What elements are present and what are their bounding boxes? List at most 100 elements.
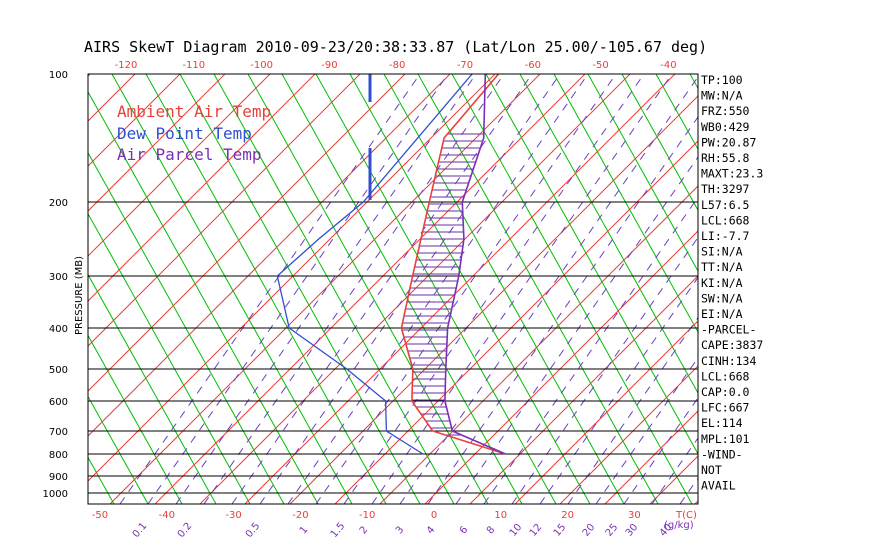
bottom-temp-tick-label: 0 bbox=[431, 510, 437, 521]
mixing-ratio-tick-label: 3 bbox=[394, 524, 407, 536]
mixing-ratio-tick-label: 6 bbox=[458, 524, 471, 536]
moist-adiabat-line bbox=[0, 74, 80, 504]
dry-adiabat-line bbox=[154, 74, 586, 504]
dry-adiabat-line bbox=[88, 74, 406, 392]
legend-ambient-air-temp: Ambient Air Temp bbox=[117, 102, 271, 121]
mixing-ratio-tick-label: 12 bbox=[528, 522, 545, 539]
stat-item: TT:N/A bbox=[701, 260, 743, 274]
moist-adiabat-line bbox=[655, 74, 698, 151]
legend-air-parcel-temp: Air Parcel Temp bbox=[117, 145, 262, 164]
pressure-tick-label: 800 bbox=[49, 450, 68, 461]
top-temp-tick-label: -110 bbox=[182, 60, 205, 71]
mixing-ratio-tick-label: 8 bbox=[485, 524, 498, 536]
stat-item: EI:N/A bbox=[701, 307, 743, 321]
dry-adiabat-line bbox=[514, 320, 698, 504]
bottom-temp-tick-label: 20 bbox=[561, 510, 574, 521]
dry-adiabat-line bbox=[109, 74, 541, 504]
pressure-tick-label: 400 bbox=[49, 324, 68, 335]
temp-unit-label: T(C) bbox=[675, 510, 697, 521]
top-temp-tick-label: -120 bbox=[115, 60, 138, 71]
mixing-ratio-line bbox=[231, 74, 533, 504]
moist-adiabat-line bbox=[281, 74, 523, 504]
mixing-ratio-line bbox=[539, 276, 698, 504]
top-temp-tick-label: -100 bbox=[250, 60, 273, 71]
mixing-ratio-tick-label: 2 bbox=[358, 524, 371, 536]
pressure-tick-label: 200 bbox=[49, 198, 68, 209]
top-temp-tick-labels: -120 -110 -100 -90 -80 -70 -60 -50 -40 bbox=[115, 60, 677, 71]
moist-adiabat-line bbox=[621, 74, 698, 212]
moist-adiabat-line bbox=[451, 74, 693, 504]
top-temp-tick-label: -80 bbox=[389, 60, 405, 71]
dry-adiabat-line bbox=[88, 74, 226, 212]
plot-frame bbox=[87, 73, 699, 505]
mixing-ratio-line bbox=[287, 74, 589, 504]
top-temp-tick-label: -40 bbox=[660, 60, 676, 71]
dry-adiabat-line bbox=[199, 74, 631, 504]
dry-adiabat-line bbox=[88, 74, 136, 122]
stat-item: CAP:0.0 bbox=[701, 385, 750, 399]
pressure-tick-label: 1000 bbox=[43, 489, 68, 500]
moist-adiabat-line bbox=[553, 74, 698, 334]
legend: Ambient Air Temp Dew Point Temp Air Parc… bbox=[117, 102, 271, 164]
mixing-ratio-tick-label: 1.5 bbox=[329, 521, 348, 540]
top-temp-tick-label: -90 bbox=[321, 60, 337, 71]
stat-item: LCL:668 bbox=[701, 213, 750, 227]
mixing-ratio-tick-label: 4 bbox=[425, 524, 438, 536]
mixing-ratio-line bbox=[483, 196, 698, 504]
stat-item: SW:N/A bbox=[701, 291, 743, 305]
mixing-ratio-tick-label: 1 bbox=[298, 524, 311, 536]
moist-adiabat-line bbox=[88, 456, 115, 504]
stat-item: LI:-7.7 bbox=[701, 229, 750, 243]
grid-layer bbox=[0, 74, 870, 504]
legend-dew-point-temp: Dew Point Temp bbox=[117, 124, 252, 143]
stat-item: AVAIL bbox=[701, 479, 736, 493]
dry-adiabat-line bbox=[88, 74, 316, 302]
stat-item: LCL:668 bbox=[701, 369, 750, 383]
stat-item: MAXT:23.3 bbox=[701, 167, 763, 181]
isobar-layer bbox=[88, 201, 698, 494]
stat-item: NOT bbox=[701, 463, 722, 477]
series-line-air-parcel-temp bbox=[444, 74, 506, 455]
mixing-ratio-tick-label: 25 bbox=[604, 522, 621, 539]
moist-adiabat-line bbox=[88, 334, 183, 504]
moist-adiabat-line bbox=[111, 74, 353, 504]
stat-item: MPL:101 bbox=[701, 432, 750, 446]
mixing-ratio-line bbox=[203, 74, 505, 504]
series-line-ambient-air-temp bbox=[400, 74, 506, 455]
pressure-tick-label: 900 bbox=[49, 472, 68, 483]
dry-adiabat-line bbox=[379, 185, 698, 504]
pressure-tick-label: 600 bbox=[49, 397, 68, 408]
stat-item: FRZ:550 bbox=[701, 104, 750, 118]
dry-adiabat-line bbox=[88, 74, 451, 437]
mixing-ratio-unit-label: (g/kg) bbox=[664, 520, 694, 531]
mixing-ratio-tick-label: 0.2 bbox=[176, 521, 195, 540]
mixing-ratio-line bbox=[371, 74, 673, 504]
moist-adiabat-line bbox=[417, 74, 659, 504]
moist-adiabat-line bbox=[88, 90, 319, 504]
moist-adiabat-line bbox=[587, 74, 698, 273]
bottom-temp-tick-label: -30 bbox=[225, 510, 241, 521]
moist-adiabat-line bbox=[88, 273, 217, 504]
mixing-ratio-line bbox=[455, 156, 698, 504]
bottom-temp-tick-label: 10 bbox=[494, 510, 507, 521]
mixing-ratio-tick-label: 0.1 bbox=[131, 521, 150, 540]
moist-adiabat-line bbox=[88, 395, 149, 504]
dry-adiabat-line bbox=[785, 74, 870, 504]
stat-item: KI:N/A bbox=[701, 276, 743, 290]
moist-adiabat-line bbox=[88, 151, 285, 504]
top-temp-tick-label: -70 bbox=[457, 60, 473, 71]
stat-item: L57:6.5 bbox=[701, 198, 749, 212]
bottom-temp-tick-label: -40 bbox=[159, 510, 175, 521]
top-temp-tick-label: -60 bbox=[525, 60, 541, 71]
stat-item: PW:20.87 bbox=[701, 135, 756, 149]
stat-item: TP:100 bbox=[701, 73, 743, 87]
stat-item: MW:N/A bbox=[701, 89, 743, 103]
dry-adiabat-line bbox=[88, 74, 361, 347]
dry-adiabat-line bbox=[559, 365, 698, 504]
dry-adiabat-line bbox=[830, 74, 870, 504]
pressure-tick-labels: 100 200 300 400 500 600 700 800 900 1000 bbox=[43, 70, 68, 500]
stat-item: TH:3297 bbox=[701, 182, 750, 196]
moist-adiabat-line bbox=[349, 74, 591, 504]
